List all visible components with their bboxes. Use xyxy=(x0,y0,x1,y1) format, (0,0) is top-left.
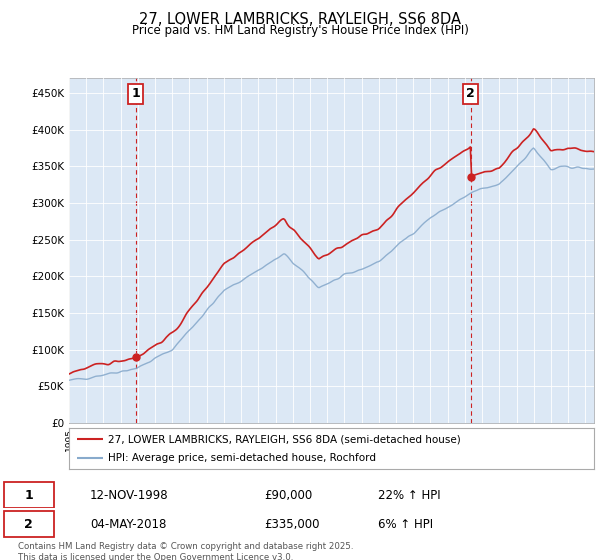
Text: 04-MAY-2018: 04-MAY-2018 xyxy=(90,517,166,531)
Text: £335,000: £335,000 xyxy=(264,517,320,531)
Text: 12-NOV-1998: 12-NOV-1998 xyxy=(90,488,169,502)
Text: £90,000: £90,000 xyxy=(264,488,312,502)
Text: 22% ↑ HPI: 22% ↑ HPI xyxy=(378,488,440,502)
Text: 6% ↑ HPI: 6% ↑ HPI xyxy=(378,517,433,531)
Text: 27, LOWER LAMBRICKS, RAYLEIGH, SS6 8DA (semi-detached house): 27, LOWER LAMBRICKS, RAYLEIGH, SS6 8DA (… xyxy=(109,435,461,444)
Text: HPI: Average price, semi-detached house, Rochford: HPI: Average price, semi-detached house,… xyxy=(109,453,376,463)
FancyBboxPatch shape xyxy=(4,482,54,508)
FancyBboxPatch shape xyxy=(4,511,54,538)
Text: Contains HM Land Registry data © Crown copyright and database right 2025.
This d: Contains HM Land Registry data © Crown c… xyxy=(18,542,353,560)
Text: 27, LOWER LAMBRICKS, RAYLEIGH, SS6 8DA: 27, LOWER LAMBRICKS, RAYLEIGH, SS6 8DA xyxy=(139,12,461,27)
Text: 1: 1 xyxy=(25,488,33,502)
Text: Price paid vs. HM Land Registry's House Price Index (HPI): Price paid vs. HM Land Registry's House … xyxy=(131,24,469,36)
Text: 2: 2 xyxy=(25,517,33,531)
Text: 1: 1 xyxy=(131,87,140,100)
Text: 2: 2 xyxy=(466,87,475,100)
